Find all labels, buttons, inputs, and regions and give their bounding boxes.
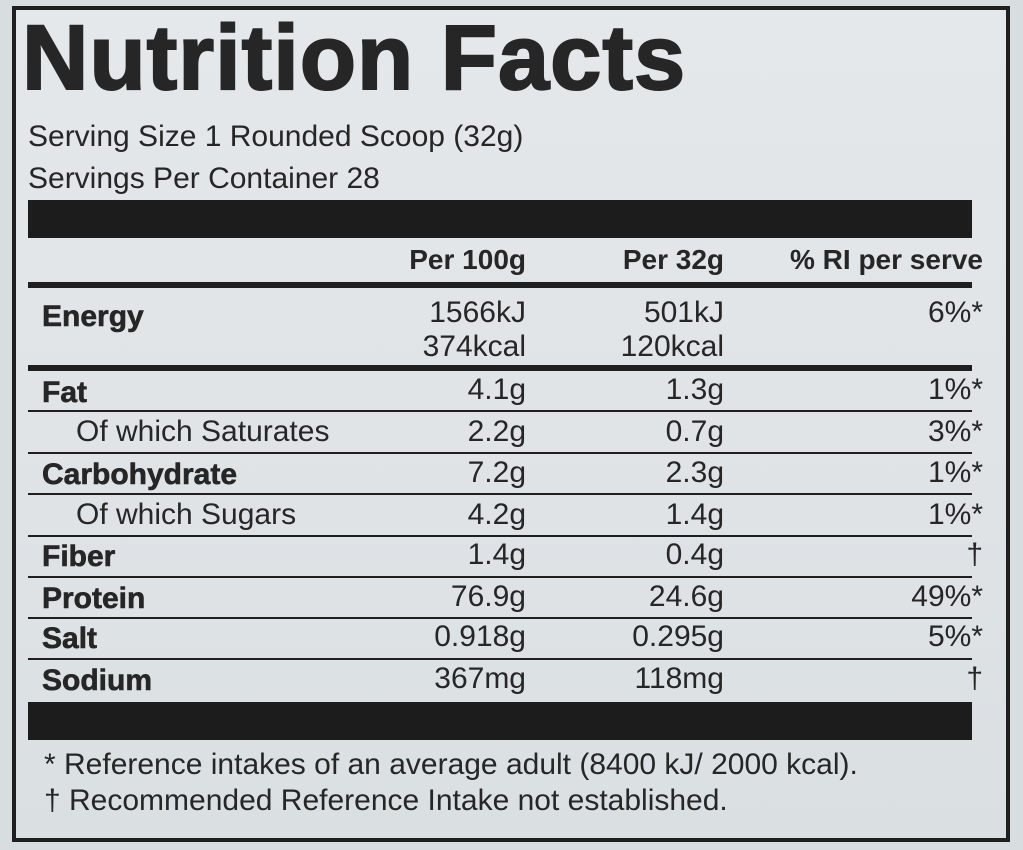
row-sugars-per-serving: 1.4g <box>665 498 724 531</box>
row-sodium-ri: † <box>966 662 983 695</box>
salt-rule <box>28 658 972 660</box>
row-sugars-ri: 1%* <box>927 498 983 531</box>
row-protein-ri: 49%* <box>911 580 983 613</box>
serving-size: Serving Size 1 Rounded Scoop (32g) <box>28 120 524 153</box>
row-energy-per-100g: 1566kJ <box>429 296 526 329</box>
row-carbohydrate-per-serving: 2.3g <box>665 456 724 489</box>
label-title: Nutrition Facts <box>21 7 687 109</box>
header-rule <box>28 282 972 288</box>
saturates-rule <box>28 452 972 454</box>
protein-rule <box>28 617 972 619</box>
row-fat-per-serving: 1.3g <box>665 373 724 406</box>
row-sugars-per-100g: 4.2g <box>467 498 526 531</box>
row-fiber-per-100g: 1.4g <box>467 538 526 571</box>
row-salt-per-serving: 0.295g <box>632 620 724 653</box>
row-saturates-per-serving: 0.7g <box>665 415 724 448</box>
row-fat-ri: 1%* <box>927 373 983 406</box>
row-salt-per-100g: 0.918g <box>434 620 526 653</box>
row-salt-ri: 5%* <box>927 620 983 653</box>
servings-per-container: Servings Per Container 28 <box>28 162 380 195</box>
row-carbohydrate-ri: 1%* <box>927 456 983 489</box>
fiber-rule <box>28 576 972 578</box>
row-protein-per-100g: 76.9g <box>450 580 526 613</box>
row-energy-per-serving-kcal: 120kcal <box>620 330 724 363</box>
header-per-serving: Per 32g <box>622 244 724 275</box>
row-protein-name: Protein <box>42 582 146 616</box>
row-carbohydrate-per-100g: 7.2g <box>467 456 526 489</box>
row-saturates-ri: 3%* <box>927 415 983 448</box>
row-fat-name: Fat <box>42 376 88 410</box>
row-sodium-per-100g: 367mg <box>434 662 526 695</box>
row-sodium-per-serving: 118mg <box>634 662 724 695</box>
row-sugars-name: Of which Sugars <box>76 498 297 531</box>
row-saturates-name: Of which Saturates <box>76 415 330 448</box>
footnote-dagger: † Recommended Reference Intake not estab… <box>44 784 728 817</box>
row-saturates-per-100g: 2.2g <box>467 415 526 448</box>
row-salt-name: Salt <box>42 622 98 656</box>
bottom-black-bar <box>28 702 972 740</box>
row-fiber-name: Fiber <box>42 540 116 574</box>
row-energy-ri: 6%* <box>927 296 983 329</box>
row-carbohydrate-name: Carbohydrate <box>42 458 238 492</box>
footnote-reference-intakes: * Reference intakes of an average adult … <box>44 748 858 781</box>
row-fiber-ri: † <box>966 538 983 571</box>
sugars-rule <box>28 535 972 537</box>
row-protein-per-serving: 24.6g <box>648 580 724 613</box>
row-fat-per-100g: 4.1g <box>467 373 526 406</box>
row-fiber-per-serving: 0.4g <box>665 538 724 571</box>
row-energy-name: Energy <box>42 300 144 334</box>
row-sodium-name: Sodium <box>42 664 153 698</box>
energy-rule <box>28 365 972 371</box>
header-per-100g: Per 100g <box>409 244 526 275</box>
row-energy-per-100g-kcal: 374kcal <box>422 330 526 363</box>
row-energy-per-serving: 501kJ <box>643 296 724 329</box>
top-black-bar <box>28 200 972 238</box>
header-ri: % RI per serve <box>790 244 983 275</box>
fat-rule <box>28 410 972 412</box>
carbohydrate-rule <box>28 493 972 495</box>
